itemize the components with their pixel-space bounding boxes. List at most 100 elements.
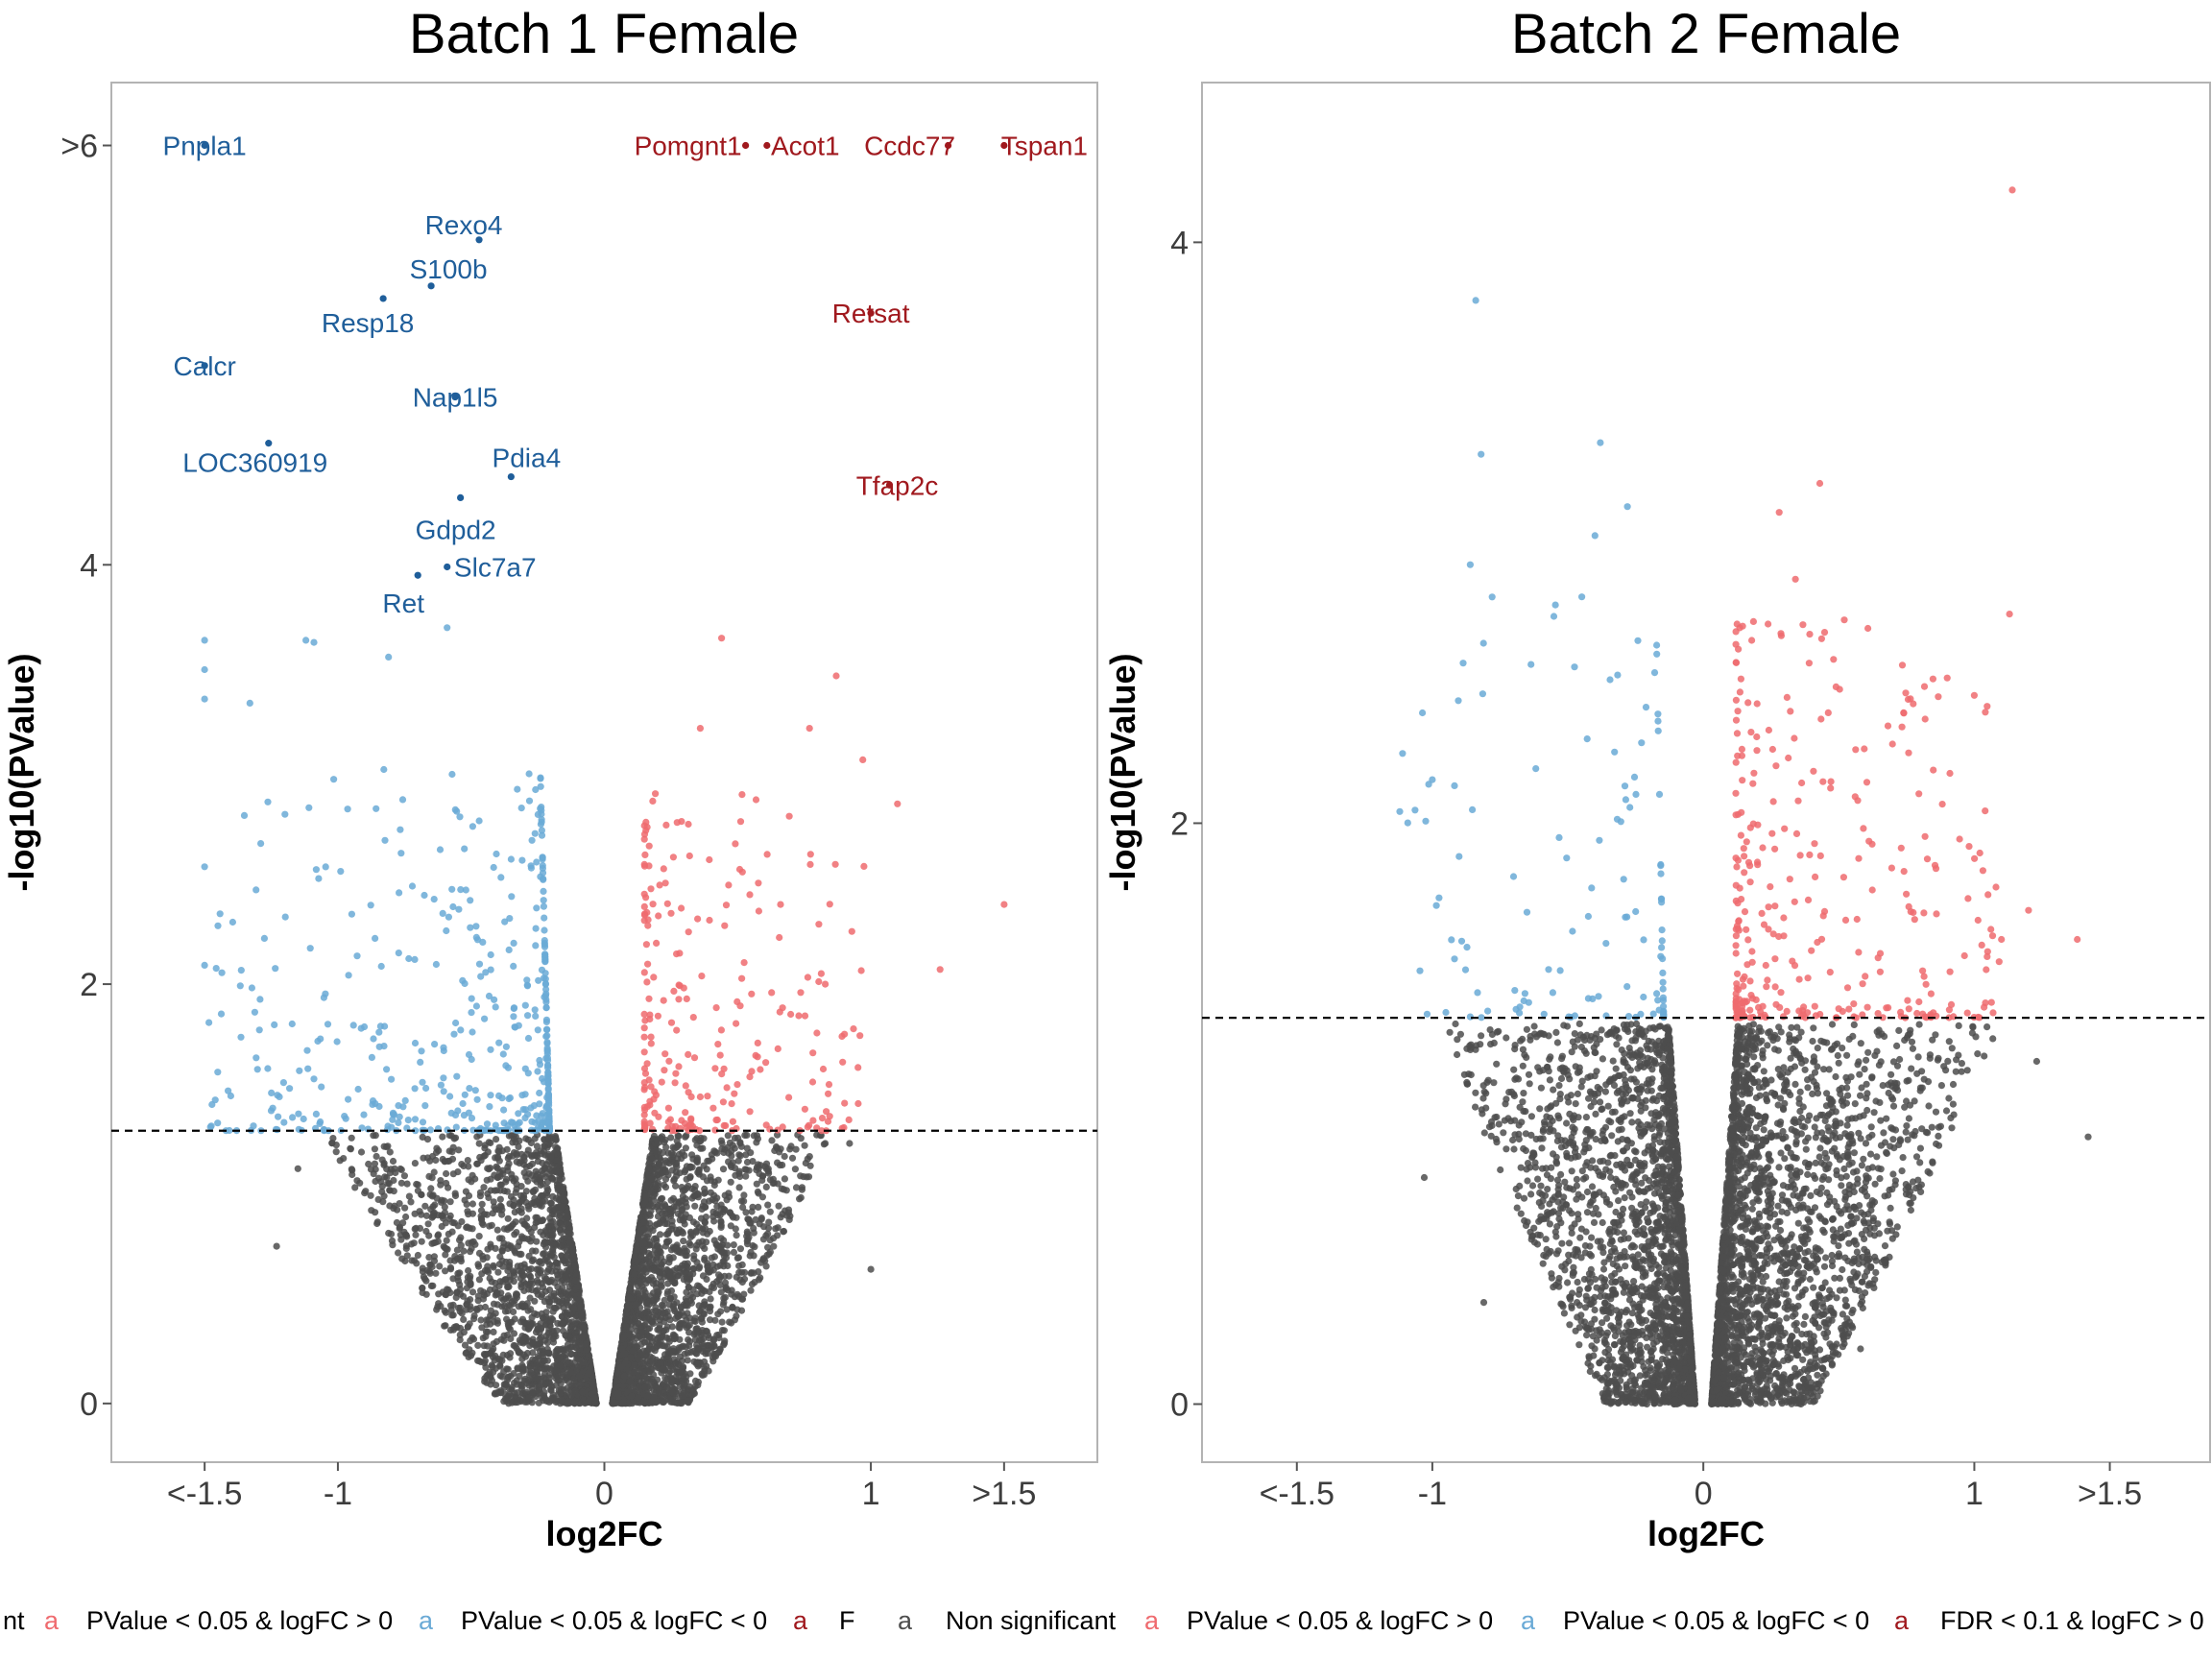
ns-point xyxy=(678,1309,685,1316)
ns-point xyxy=(563,1290,570,1298)
up-point xyxy=(731,1090,738,1097)
ns-point xyxy=(654,1311,661,1319)
ns-point xyxy=(684,1357,691,1364)
ns-point xyxy=(483,1176,491,1184)
down-point xyxy=(539,1110,546,1118)
down-point xyxy=(306,945,314,952)
ns-point xyxy=(659,1392,666,1400)
up-point xyxy=(685,852,693,860)
ns-point xyxy=(797,1135,805,1142)
ns-point xyxy=(485,1268,493,1276)
panel-batch1: Batch 1 FemalePnpla1Rexo4S100bResp18Calc… xyxy=(2,3,1098,1553)
ns-point xyxy=(720,1339,729,1347)
ns-point xyxy=(776,1148,783,1156)
down-point xyxy=(342,1115,349,1122)
down-point xyxy=(214,1069,222,1076)
ns-point xyxy=(336,1157,344,1165)
x-tick-label: <-1.5 xyxy=(167,1476,242,1512)
ns-point xyxy=(563,1310,570,1319)
down-point xyxy=(275,1113,282,1120)
down-point xyxy=(445,913,452,921)
ns-point xyxy=(398,1255,406,1262)
x-axis-title: log2FC xyxy=(546,1514,663,1553)
down-point xyxy=(228,918,236,926)
ns-point xyxy=(429,1203,437,1211)
up-point xyxy=(640,910,649,918)
ns-point xyxy=(661,1296,668,1304)
down-point xyxy=(408,882,417,890)
ns-point xyxy=(714,1176,722,1184)
ns-point xyxy=(425,1254,433,1262)
up-point xyxy=(797,989,805,997)
up-point xyxy=(649,797,657,805)
ns-point xyxy=(627,1354,635,1361)
ns-point xyxy=(709,1358,717,1365)
ns-point xyxy=(487,1307,494,1314)
up-point xyxy=(757,1066,764,1073)
ns-point xyxy=(728,1286,735,1294)
up-point xyxy=(665,1057,673,1065)
ns-point xyxy=(455,1304,463,1312)
extra-point xyxy=(936,966,944,974)
down-point xyxy=(264,1065,272,1072)
down-point xyxy=(542,1016,551,1023)
ns-point xyxy=(465,1191,473,1200)
up-point xyxy=(806,860,814,869)
up-point xyxy=(776,933,783,942)
down-point xyxy=(395,950,402,957)
down-point xyxy=(471,1087,479,1094)
ns-point xyxy=(403,1180,411,1188)
extra-point xyxy=(201,695,208,703)
ns-point xyxy=(542,1309,550,1316)
ns-point xyxy=(630,1368,637,1377)
ns-point xyxy=(654,1287,661,1295)
down-point xyxy=(534,1068,541,1075)
down-point xyxy=(440,1074,447,1082)
ns-point xyxy=(757,1214,765,1222)
down-point xyxy=(349,1022,357,1029)
ns-point xyxy=(733,1232,740,1239)
up-point xyxy=(822,980,830,988)
up-point xyxy=(706,916,713,925)
up-point xyxy=(804,1123,811,1131)
ns-point xyxy=(473,1160,481,1167)
gene-label: Ccdc77 xyxy=(864,132,955,161)
ns-point xyxy=(768,1137,776,1144)
ns-point xyxy=(390,1188,397,1195)
extra-point xyxy=(302,637,310,644)
extra-point xyxy=(294,1165,301,1172)
ns-point xyxy=(636,1278,643,1286)
ns-point xyxy=(758,1193,767,1201)
ns-point xyxy=(682,1133,689,1141)
ns-point xyxy=(551,1279,559,1286)
down-point xyxy=(543,1054,552,1062)
ns-point xyxy=(704,1260,711,1267)
up-point xyxy=(645,995,653,1002)
down-point xyxy=(316,1119,324,1127)
down-point xyxy=(461,845,469,853)
up-point xyxy=(650,974,658,981)
up-point xyxy=(725,881,733,889)
up-point xyxy=(696,1093,705,1101)
ns-point xyxy=(682,1144,690,1152)
ns-point xyxy=(639,1246,648,1254)
ns-point xyxy=(432,1269,440,1277)
down-point xyxy=(512,1023,519,1031)
ns-point xyxy=(528,1391,537,1399)
ns-point xyxy=(571,1262,579,1269)
ns-point xyxy=(679,1392,687,1400)
ns-point xyxy=(503,1365,511,1373)
ns-point xyxy=(443,1245,450,1253)
down-point xyxy=(430,896,438,903)
ns-point xyxy=(372,1177,379,1186)
down-point xyxy=(541,953,549,961)
ns-point xyxy=(699,1238,707,1245)
up-point xyxy=(660,997,667,1004)
ns-point xyxy=(509,1139,517,1146)
ns-point xyxy=(495,1235,504,1242)
ns-point xyxy=(687,1348,695,1356)
ns-point xyxy=(661,1157,669,1165)
ns-point xyxy=(637,1324,644,1332)
ns-point xyxy=(560,1185,567,1192)
up-point xyxy=(644,916,652,924)
